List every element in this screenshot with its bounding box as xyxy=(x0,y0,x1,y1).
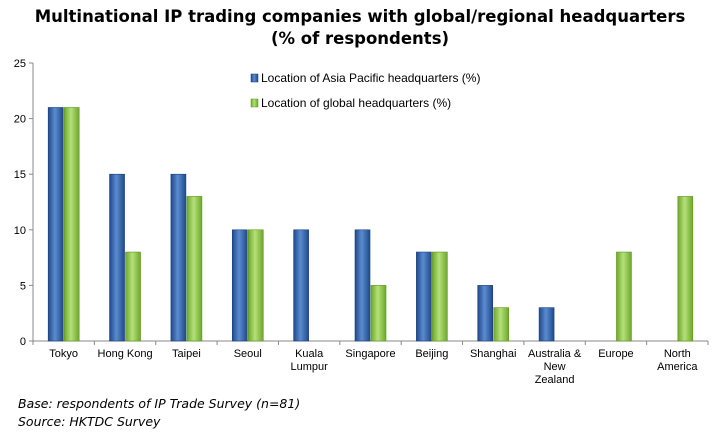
x-category-label: Australia & xyxy=(528,348,582,360)
bar-asia-pacific-hq xyxy=(477,285,494,342)
chart-title-line-2: (% of respondents) xyxy=(270,29,450,48)
x-category-label: Singapore xyxy=(345,348,395,360)
bar-asia-pacific-hq xyxy=(293,229,309,342)
bar-asia-pacific-hq xyxy=(109,173,125,342)
y-tick-label: 20 xyxy=(14,114,26,126)
bar-global-hq xyxy=(370,285,387,342)
y-tick-label: 0 xyxy=(20,336,26,348)
bar-global-hq xyxy=(677,196,694,342)
x-category-label: New xyxy=(544,361,566,373)
footnote-base: Base: respondents of IP Trade Survey (n=… xyxy=(18,396,301,411)
footnote-source: Source: HKTDC Survey xyxy=(18,414,161,429)
x-category-label: Shanghai xyxy=(470,348,517,360)
x-category-label: North xyxy=(664,348,691,360)
bar-asia-pacific-hq xyxy=(231,229,248,342)
bar-asia-pacific-hq xyxy=(538,307,555,342)
x-category-label: Kuala xyxy=(295,348,324,360)
bar-global-hq xyxy=(63,107,80,342)
y-tick-label: 25 xyxy=(14,58,26,70)
bar-asia-pacific-hq xyxy=(354,229,371,342)
x-category-label: America xyxy=(657,361,698,373)
y-tick-label: 5 xyxy=(20,280,26,292)
x-category-label: Tokyo xyxy=(49,348,78,360)
y-tick-label: 15 xyxy=(14,169,26,181)
bar-global-hq xyxy=(432,251,448,342)
chart-title: Multinational IP trading companies with … xyxy=(0,6,720,50)
x-category-label: Taipei xyxy=(172,348,201,360)
bar-global-hq xyxy=(493,307,510,342)
bar-asia-pacific-hq xyxy=(47,107,64,342)
x-category-label: Seoul xyxy=(234,348,262,360)
bar-global-hq xyxy=(247,229,264,342)
x-category-label: Beijing xyxy=(415,348,448,360)
bar-asia-pacific-hq xyxy=(170,173,187,342)
legend-swatch xyxy=(250,73,259,83)
bar-asia-pacific-hq xyxy=(416,251,432,342)
x-category-label: Hong Kong xyxy=(98,348,153,360)
legend-swatch xyxy=(250,98,259,108)
bar-global-hq xyxy=(616,251,632,342)
x-category-label: Lumpur xyxy=(290,361,328,373)
footnotes: Base: respondents of IP Trade Survey (n=… xyxy=(18,395,300,431)
bar-global-hq xyxy=(125,251,141,342)
bar-global-hq xyxy=(186,196,203,342)
legend-label: Location of global headquarters (%) xyxy=(261,96,451,110)
x-category-label: Zealand xyxy=(535,374,575,386)
x-category-label: Europe xyxy=(598,348,633,360)
chart-title-line-1: Multinational IP trading companies with … xyxy=(34,7,686,26)
legend-label: Location of Asia Pacific headquarters (%… xyxy=(261,71,480,85)
bar-chart: 0 5 10 15 20 25 Tokyo Hong Kong Taipei Seoul Kuala… xyxy=(14,58,709,386)
y-tick-label: 10 xyxy=(14,225,26,237)
